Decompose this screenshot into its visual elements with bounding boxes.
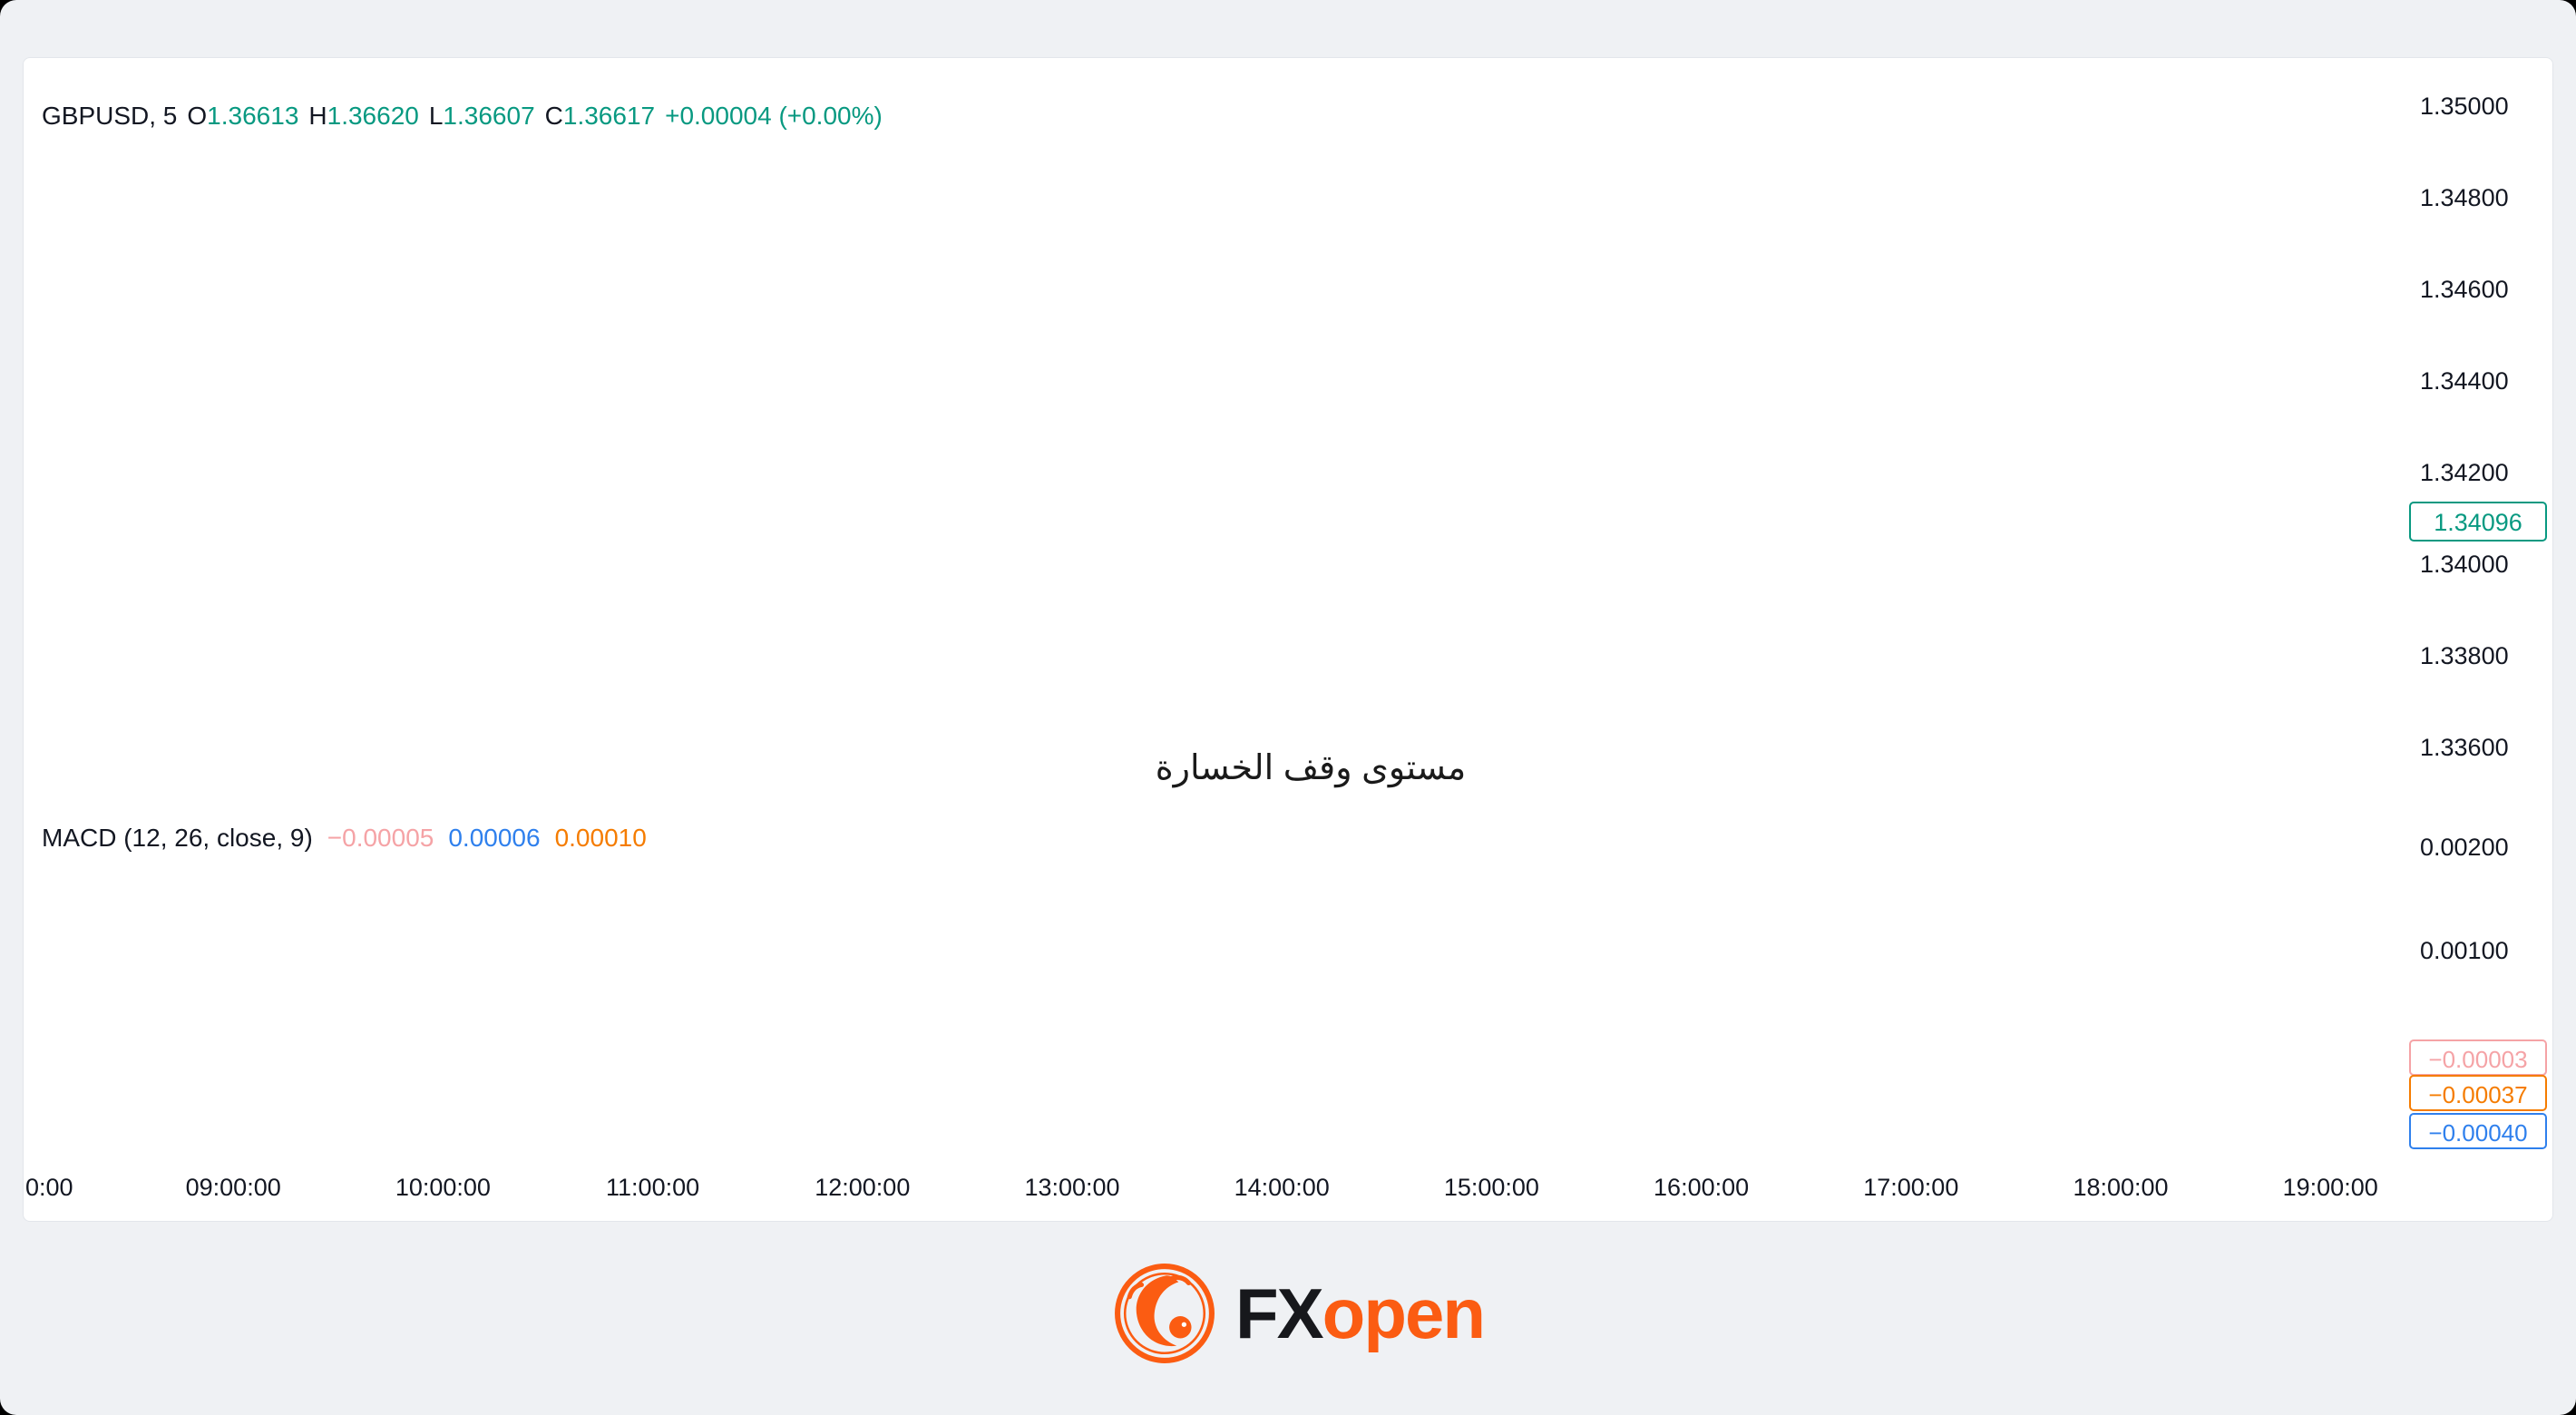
- time-axis-label: 14:00:00: [1234, 1174, 1330, 1201]
- macd-legend: MACD (12, 26, close, 9) −0.00005 0.00006…: [42, 824, 647, 853]
- low-label: L1.36607: [428, 102, 535, 130]
- open-label: O1.36613: [187, 102, 299, 130]
- time-axis-label: 15:00:00: [1443, 1174, 1539, 1201]
- macd-histogram-value: −0.00005: [327, 824, 434, 852]
- price-axis-label: 1.34600: [2420, 276, 2509, 303]
- time-axis-label: 19:00:00: [2282, 1174, 2378, 1201]
- time-axis-label: 18:00:00: [2073, 1174, 2169, 1201]
- price-legend: GBPUSD, 5 O1.36613 H1.36620 L1.36607 C1.…: [42, 102, 883, 131]
- macd-line-badge: −0.00040: [2409, 1113, 2547, 1150]
- time-axis-label: 17:00:00: [1863, 1174, 1959, 1201]
- fxopen-emblem-icon: [1115, 1264, 1215, 1363]
- fxopen-logo: FXopen: [1114, 1263, 1486, 1364]
- macd-axis-label: 0.00100: [2420, 937, 2509, 964]
- price-axis-label: 1.34200: [2420, 459, 2509, 486]
- price-axis-label: 1.35000: [2420, 93, 2509, 120]
- price-axis-label: 1.33800: [2420, 642, 2509, 669]
- time-axis-label: 09:00:00: [185, 1174, 281, 1201]
- price-axis-label: 1.34000: [2420, 551, 2509, 578]
- time-axis-label: 13:00:00: [1024, 1174, 1120, 1201]
- stop-loss-annotation-label: مستوى وقف الخسارة: [1155, 749, 1467, 787]
- macd-signal-value: 0.00010: [554, 824, 647, 852]
- price-scale-axis[interactable]: [2405, 57, 2553, 1222]
- time-axis-label: 11:00:00: [606, 1174, 700, 1201]
- close-label: C1.36617: [544, 102, 656, 130]
- macd-line-value: 0.00006: [448, 824, 541, 852]
- time-axis-label: 16:00:00: [1654, 1174, 1750, 1201]
- macd-signal-badge: −0.00037: [2409, 1075, 2547, 1112]
- price-axis-label: 1.34400: [2420, 367, 2509, 395]
- time-axis-label: 10:00:00: [395, 1174, 491, 1201]
- time-axis-label: 12:00:00: [815, 1174, 911, 1201]
- high-label: H1.36620: [308, 102, 419, 130]
- macd-title: MACD (12, 26, close, 9): [42, 824, 313, 852]
- fxopen-wordmark: FXopen: [1235, 1273, 1486, 1353]
- change-label: +0.00004 (+0.00%): [665, 102, 883, 130]
- macd-axis-label: 0.00200: [2420, 834, 2509, 861]
- price-axis-label: 1.33600: [2420, 734, 2509, 761]
- chart-card: [23, 57, 2553, 1222]
- time-axis-label: 0:00: [25, 1174, 73, 1201]
- price-axis-label: 1.34800: [2420, 184, 2509, 211]
- symbol-label: GBPUSD, 5: [42, 102, 178, 130]
- last-price-badge: 1.34096: [2409, 501, 2547, 542]
